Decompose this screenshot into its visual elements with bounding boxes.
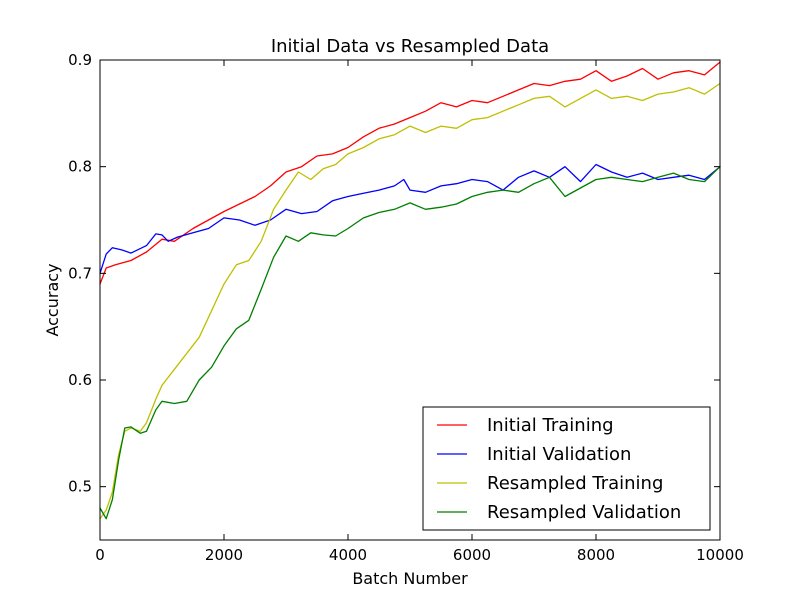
series-line-0 [99, 61, 721, 285]
x-axis-label: Batch Number [352, 569, 468, 588]
legend-box [422, 406, 711, 531]
series-line-1 [99, 163, 721, 274]
series-line-2 [99, 82, 721, 520]
legend-label: Initial Training [487, 415, 614, 436]
legend-label: Resampled Training [487, 473, 663, 494]
y-axis-label: Accuracy [43, 263, 62, 336]
x-tick-label: 6000 [453, 546, 491, 564]
plot-frame [99, 59, 721, 541]
legend: Initial Training Initial Validation Resamp… [422, 406, 711, 531]
y-tick-label: 0.6 [68, 371, 92, 389]
x-tick-label: 8000 [577, 546, 615, 564]
legend-label: Resampled Validation [487, 502, 681, 523]
legend-label: Initial Validation [487, 444, 631, 465]
y-tick-label: 0.9 [68, 51, 92, 69]
x-tick-label: 0 [95, 546, 105, 564]
ticks-layer: 0 2000 4000 6000 8000 10000 0.5 0.6 0.7 0.8 0.9 [68, 51, 744, 564]
x-tick-label: 10000 [696, 546, 744, 564]
chart-title: Initial Data vs Resampled Data [271, 36, 549, 57]
y-tick-label: 0.8 [68, 158, 92, 176]
series-line-3 [99, 166, 721, 520]
series-layer [99, 61, 721, 520]
y-tick-label: 0.7 [68, 264, 92, 282]
x-tick-label: 2000 [205, 546, 243, 564]
x-tick-label: 4000 [329, 546, 367, 564]
y-tick-label: 0.5 [68, 478, 92, 496]
